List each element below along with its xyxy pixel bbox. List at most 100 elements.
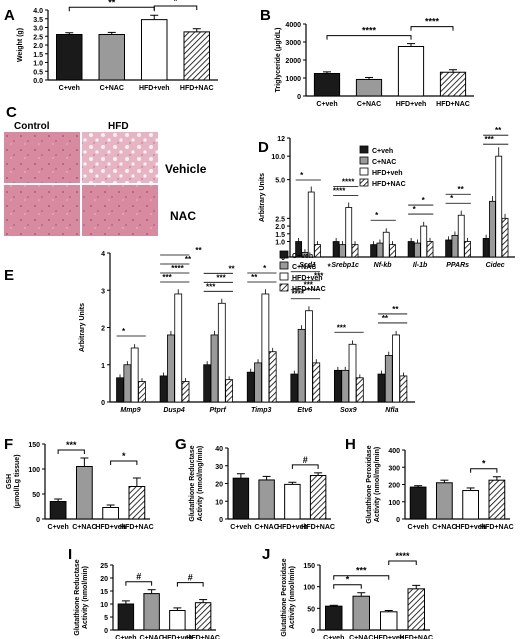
- panel-e-bar-timp3: [246, 371, 255, 403]
- panel-d-bar-cidec: [495, 155, 503, 258]
- panel-e-significance-label: **: [228, 264, 235, 273]
- panel-h-y-label: Glutathione Peroxidase: [366, 445, 373, 523]
- histology-control-nac: [4, 185, 80, 236]
- panel-d-significance-label: *: [413, 205, 417, 214]
- panel-e-legend-swatch: [279, 261, 289, 270]
- panel-i-tick-label: 0: [104, 628, 108, 635]
- panel-e-tick-label: 2: [101, 326, 105, 333]
- panel-f-significance-bracket: [57, 449, 85, 454]
- panel-d-letter: D: [258, 139, 269, 156]
- panel-g-letter: G: [175, 436, 187, 453]
- panel-a-bar-hfd-nac: [183, 31, 210, 81]
- panel-b-category-label: HFD+veh: [396, 101, 427, 108]
- panel-e-tick-label: 1: [101, 363, 105, 370]
- panel-i-tick-label: 15: [100, 589, 108, 596]
- histology-row-vehicle: Vehicle: [165, 162, 207, 176]
- panel-b-significance-label: ****: [362, 26, 377, 36]
- panel-j-bar-hfd-veh: [380, 611, 398, 631]
- panel-f-tick-label: 100: [28, 467, 40, 474]
- panel-d-significance-label: *: [375, 211, 379, 220]
- panel-b-tick-label: 1000: [285, 76, 301, 83]
- panel-e-significance-label: ***: [162, 273, 172, 282]
- panel-h-tick-label: 300: [388, 465, 400, 472]
- panel-e-significance-label: ***: [216, 273, 226, 282]
- panel-i-letter: I: [68, 546, 72, 563]
- panel-j-significance-label: *: [346, 575, 350, 585]
- panel-i-tick-label: 10: [100, 602, 108, 609]
- panel-g-tick-label: 30: [215, 464, 223, 471]
- panel-j-bar-hfd-nac: [407, 588, 425, 631]
- panel-f-bar-c-veh: [49, 501, 67, 520]
- panel-e-category-label: Dusp4: [163, 407, 185, 414]
- panel-e-bar-dusp4: [167, 334, 175, 403]
- panel-g-category-label: HFD+veh: [277, 524, 308, 531]
- panel-g-significance-bracket: [291, 464, 319, 469]
- histology-column-control: Control: [14, 121, 50, 132]
- panel-b-significance-label: ****: [425, 17, 440, 27]
- panel-b-bar-c-nac: [355, 78, 383, 97]
- panel-e-bar-mmp9: [138, 381, 146, 403]
- panel-e-bar-nfla: [377, 373, 386, 403]
- panel-b-letter: B: [260, 7, 271, 24]
- panel-d-bar-ppars: [445, 239, 453, 258]
- panel-d-category-label: Il-1b: [413, 262, 428, 269]
- panel-e-category-label: Timp3: [251, 407, 272, 414]
- panel-a-category-label: HFD+veh: [139, 85, 170, 92]
- panel-e-significance-label: **: [195, 246, 202, 255]
- panel-d-legend-swatch: [359, 178, 369, 187]
- panel-h-letter: H: [345, 436, 356, 453]
- panel-i-tick-label: 5: [104, 615, 108, 622]
- panel-i-significance-bracket: [176, 582, 204, 587]
- panel-i-significance-label: #: [136, 572, 141, 582]
- panel-h-category-label: HFD+NAC: [480, 524, 514, 531]
- panel-d-tick-label: 2.5: [275, 216, 285, 223]
- panel-a-category-label: HFD+NAC: [180, 85, 214, 92]
- panel-e-bar-ptprf: [225, 379, 234, 403]
- panel-e-bar-mmp9: [116, 377, 124, 403]
- panel-g-tick-label: 40: [215, 446, 223, 453]
- panel-j-tick-label: 0: [311, 628, 315, 635]
- panel-d-bar-srebp1c: [351, 244, 359, 258]
- panel-f-bar-c-nac: [76, 466, 93, 520]
- panel-g-bar-c-nac: [258, 479, 275, 520]
- panel-d-legend-label: HFD+veh: [372, 170, 403, 177]
- panel-e-significance-label: **: [392, 305, 399, 314]
- panel-e-bar-ptprf: [210, 334, 219, 403]
- panel-j-category-label: C+NAC: [349, 635, 373, 639]
- panel-d-significance-label: ****: [342, 177, 355, 186]
- panel-e-bar-timp3: [268, 351, 277, 403]
- panel-j-bar-c-veh: [325, 605, 343, 631]
- panel-j-y-label: Activity (nmol/min): [289, 566, 296, 629]
- panel-g-category-label: C+NAC: [254, 524, 278, 531]
- panel-e-bar-nfla: [399, 375, 408, 403]
- panel-a-tick-label: 1.5: [33, 52, 43, 59]
- panel-d-bar-ppars: [464, 241, 471, 258]
- panel-b-tick-label: 2000: [285, 58, 301, 65]
- panel-i-tick-label: 25: [100, 563, 108, 570]
- panel-e-bar-etv6: [290, 373, 299, 403]
- panel-f-significance-bracket: [110, 460, 138, 465]
- panel-g-y-label: Glutathione Reductase: [189, 445, 196, 521]
- panel-d-bar-cidec: [489, 200, 496, 258]
- panel-d-legend-label: C+veh: [372, 148, 393, 155]
- panel-f-tick-label: 150: [28, 442, 40, 449]
- panel-d-bar-il-1b: [414, 242, 421, 258]
- panel-a-bar-c-nac: [98, 34, 125, 81]
- panel-a-y-label: Weight (g): [17, 28, 24, 62]
- panel-e-legend-swatch: [279, 283, 289, 292]
- panel-d-significance-label: *: [422, 196, 426, 205]
- panel-e-legend-swatch: [279, 272, 289, 281]
- panel-d-significance-label: *: [450, 194, 454, 203]
- panel-g-category-label: HFD+NAC: [301, 524, 335, 531]
- panel-e-category-label: Ptprf: [209, 407, 226, 414]
- panel-f-tick-label: 0: [36, 517, 40, 524]
- panel-d-bar-ppars: [451, 234, 459, 258]
- histology-column-hfd: HFD: [108, 121, 129, 132]
- panel-j-category-label: HFD+NAC: [399, 635, 433, 639]
- panel-e-bar-mmp9: [130, 347, 139, 403]
- panel-b-significance-bracket: [326, 35, 412, 40]
- panel-a-significance-bracket: [153, 5, 198, 10]
- panel-h-significance-bracket: [470, 468, 498, 473]
- panel-f-tick-label: 50: [32, 492, 40, 499]
- panel-e-bar-dusp4: [174, 293, 183, 403]
